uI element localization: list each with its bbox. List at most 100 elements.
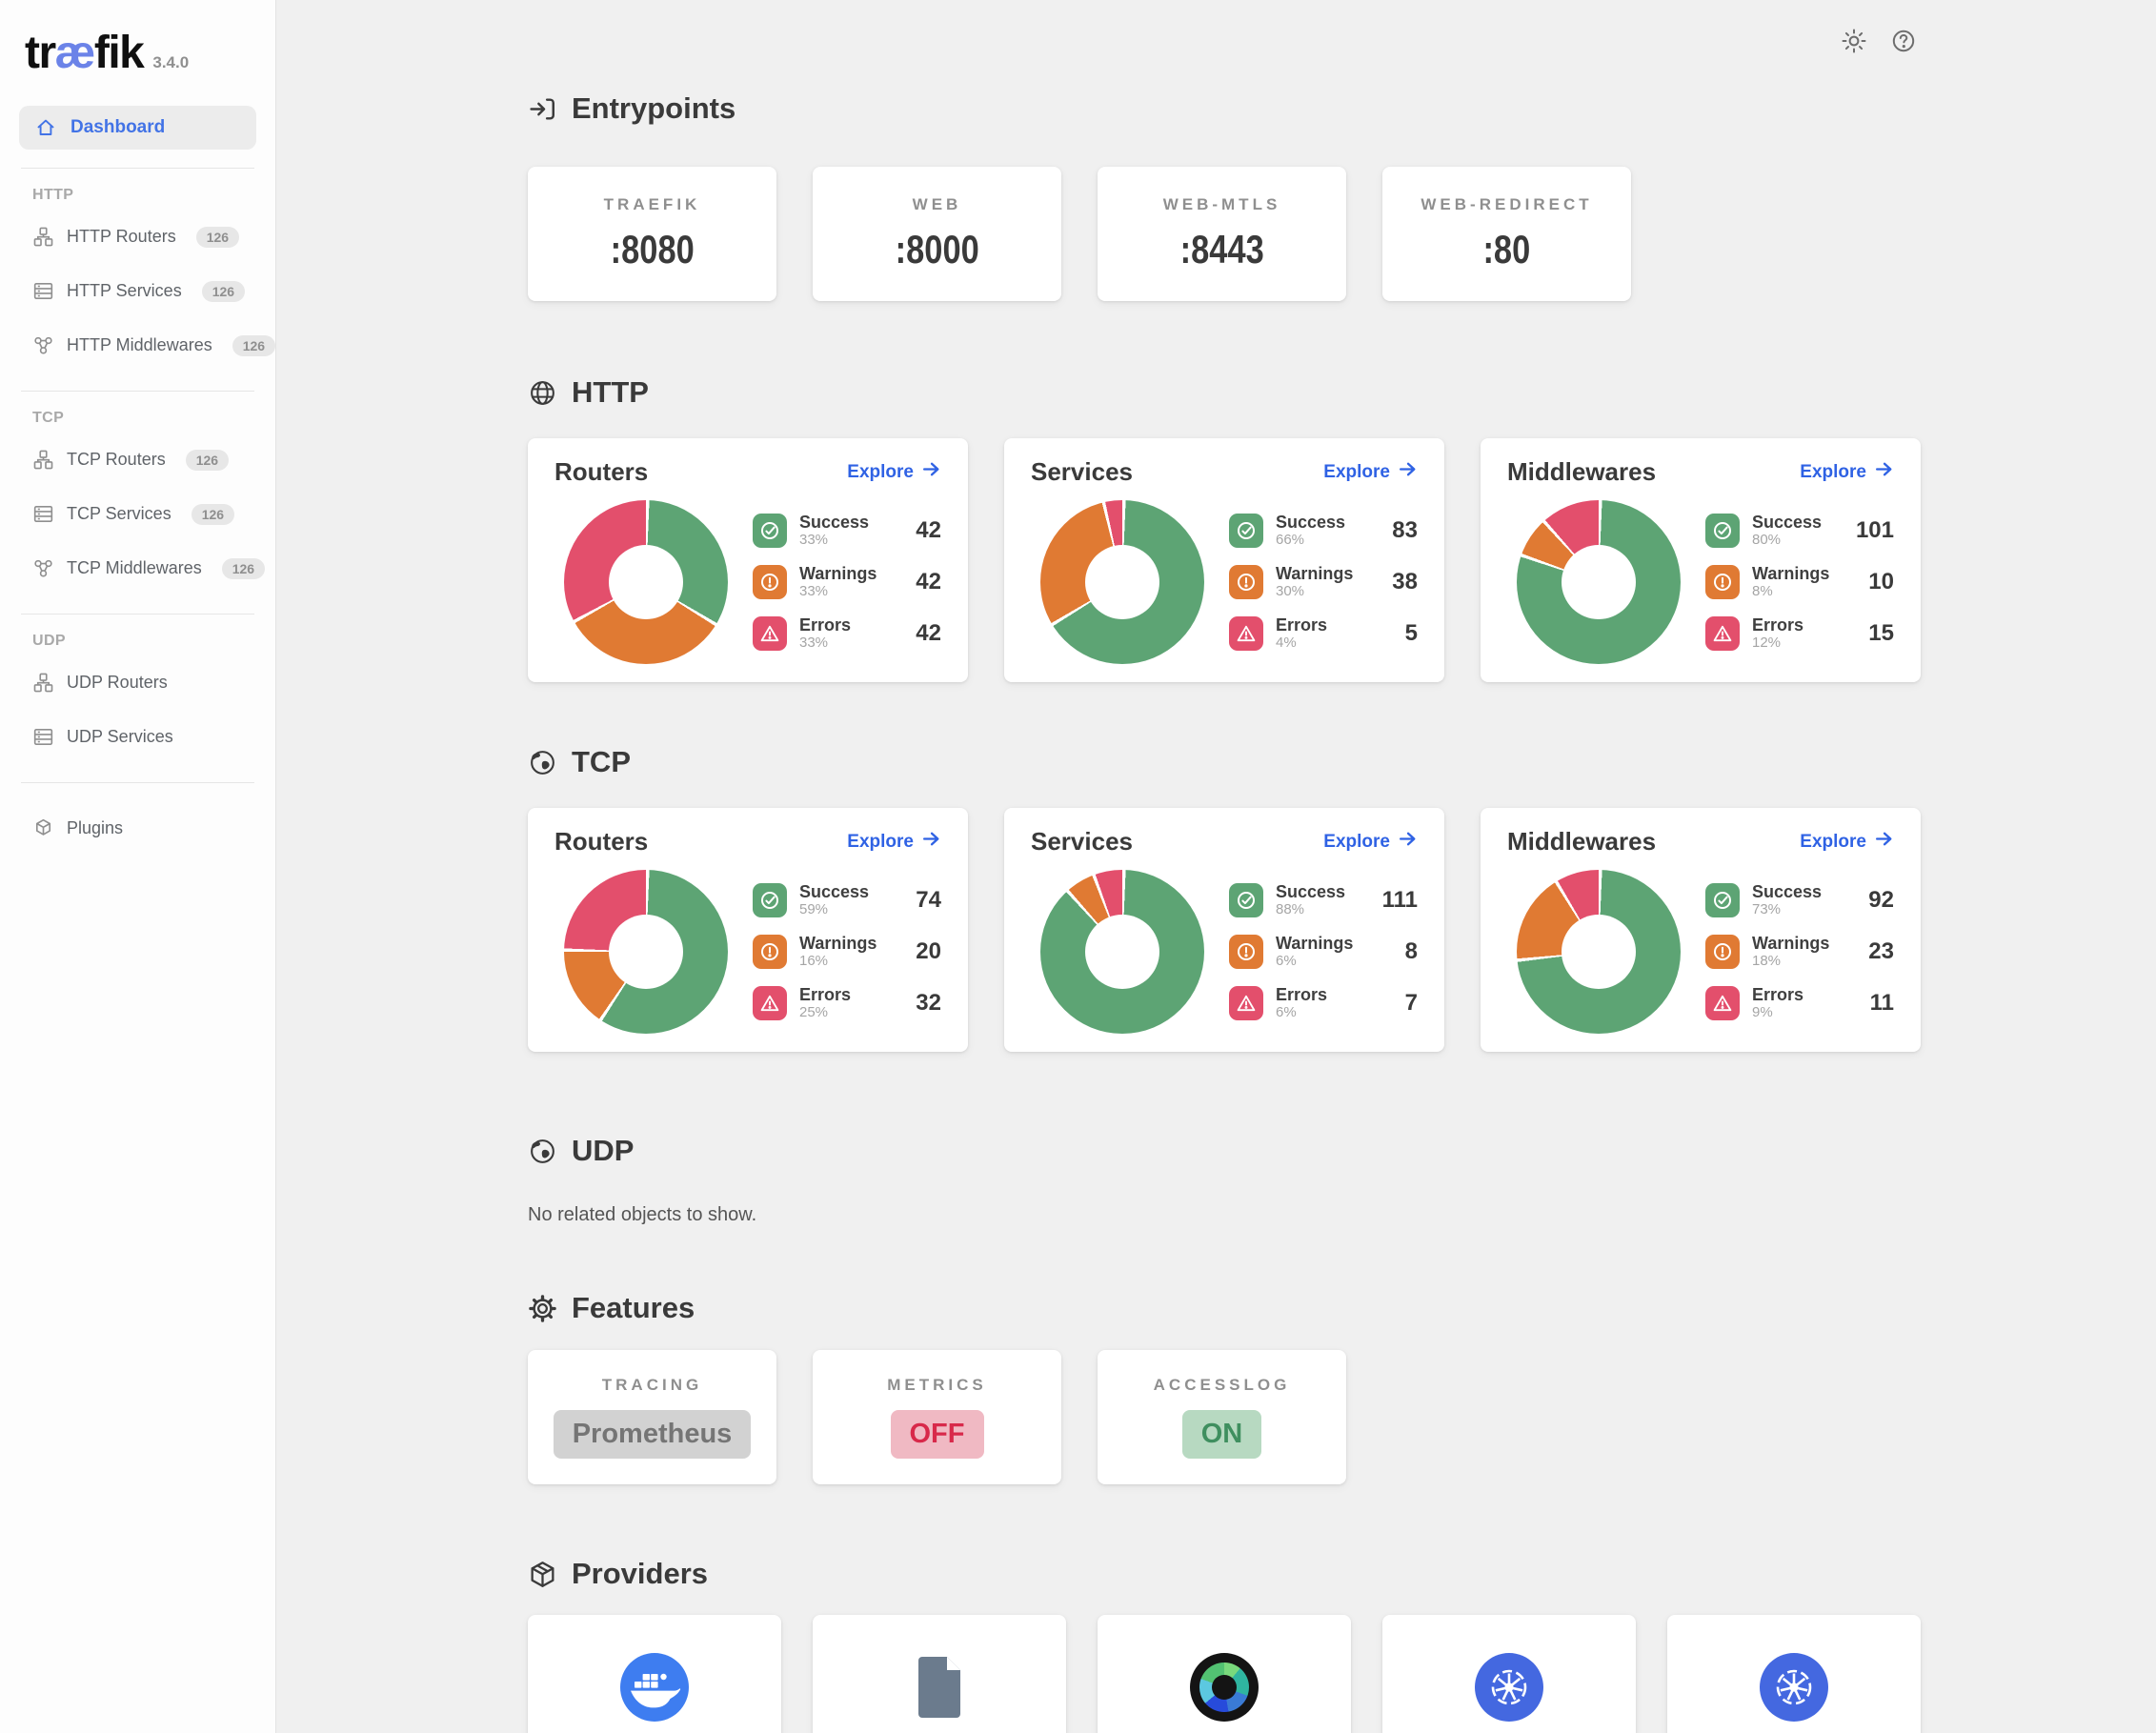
- main-content: Entrypoints TRAEFIK :8080 WEB :8000 WEB-…: [276, 0, 2156, 1733]
- services-icon: [32, 280, 54, 302]
- docker-logo: [620, 1653, 689, 1722]
- provider-card-kubernetescrd: KubernetesCRD: [1667, 1615, 1921, 1733]
- legend-success: Success 59% 74: [753, 882, 941, 917]
- legend-warnings: Warnings 16% 20: [753, 934, 941, 969]
- count-badge: 126: [191, 503, 235, 525]
- legend-value: 7: [1404, 990, 1418, 1016]
- earth-icon: [528, 748, 557, 777]
- app-version: 3.4.0: [152, 53, 190, 71]
- entrypoint-card-traefik: TRAEFIK :8080: [528, 167, 776, 301]
- sidebar-item-label: Dashboard: [71, 117, 166, 137]
- sidebar-item-http-services[interactable]: HTTP Services 126: [19, 264, 256, 318]
- donut-chart: [1040, 870, 1204, 1034]
- app-logo: træfik 3.4.0: [25, 27, 256, 79]
- entrypoint-card-web-mtls: WEB-MTLS :8443: [1098, 167, 1346, 301]
- sidebar-item-udp-routers[interactable]: UDP Routers: [19, 655, 256, 710]
- legend-value: 111: [1381, 887, 1418, 913]
- arrow-right-icon: [921, 459, 941, 485]
- arrow-right-icon: [921, 829, 941, 855]
- legend-value: 38: [1392, 569, 1418, 594]
- chart-legend: Success 80% 101 Warnings 8% 10 Errors 12% 1…: [1705, 513, 1894, 651]
- provider-card-marathon: Marathon: [1098, 1615, 1351, 1733]
- sidebar-item-tcp-middlewares[interactable]: TCP Middlewares 126: [19, 541, 266, 595]
- sidebar-group-udp: UDP: [32, 633, 66, 649]
- count-badge: 126: [221, 557, 266, 579]
- legend-warnings: Warnings 30% 38: [1229, 564, 1418, 599]
- sidebar-item-dashboard[interactable]: Dashboard: [19, 106, 256, 150]
- legend-warnings: Warnings 18% 23: [1705, 934, 1894, 969]
- feature-card-metrics: METRICS OFF: [813, 1350, 1061, 1484]
- donut-chart: [1517, 500, 1681, 664]
- count-badge: 126: [185, 449, 230, 471]
- donut-chart: [1517, 870, 1681, 1034]
- legend-value: 42: [916, 569, 941, 594]
- sidebar-item-udp-services[interactable]: UDP Services: [19, 710, 256, 764]
- topbar: [1840, 27, 1918, 55]
- file-logo: [905, 1653, 974, 1722]
- tcp-section-title: TCP: [528, 745, 2156, 779]
- error-icon: [753, 986, 787, 1020]
- sidebar-item-tcp-routers[interactable]: TCP Routers 126: [19, 433, 256, 487]
- success-icon: [753, 514, 787, 548]
- entrypoint-port: :8443: [1179, 227, 1264, 272]
- entrypoint-name: TRAEFIK: [603, 195, 701, 213]
- sidebar-item-plugins[interactable]: Plugins: [19, 801, 256, 856]
- legend-value: 5: [1404, 620, 1418, 646]
- features-cards: TRACING Prometheus METRICS OFF ACCESSLOG…: [528, 1350, 2156, 1484]
- entrypoints-section-title: Entrypoints: [528, 91, 2156, 126]
- error-icon: [1705, 616, 1740, 651]
- legend-success: Success 80% 101: [1705, 513, 1894, 548]
- legend-value: 20: [916, 938, 941, 964]
- sidebar-item-label: Plugins: [67, 818, 124, 837]
- feature-name: TRACING: [601, 1376, 703, 1394]
- feature-status-badge: Prometheus: [553, 1410, 752, 1459]
- http-services-card: Services Explore Success 66% 83 Warnings 3…: [1004, 438, 1444, 682]
- divider: [21, 391, 254, 392]
- sidebar-item-http-middlewares[interactable]: HTTP Middlewares 126: [19, 318, 276, 373]
- entrypoint-card-web: WEB :8000: [813, 167, 1061, 301]
- legend-success: Success 88% 111: [1229, 882, 1418, 917]
- arrow-right-icon: [1874, 829, 1894, 855]
- providers-cards: Docker File Marathon KubernetesIngress K: [528, 1615, 2156, 1733]
- explore-link[interactable]: Explore: [1800, 459, 1894, 485]
- error-icon: [1229, 616, 1263, 651]
- explore-link[interactable]: Explore: [847, 459, 941, 485]
- legend-success: Success 66% 83: [1229, 513, 1418, 548]
- sidebar-group-http: HTTP: [32, 187, 74, 203]
- success-icon: [1705, 883, 1740, 917]
- legend-value: 101: [1855, 517, 1894, 543]
- legend-warnings: Warnings 6% 8: [1229, 934, 1418, 969]
- theme-sun-icon[interactable]: [1840, 27, 1868, 55]
- sidebar-item-label: HTTP Services: [67, 281, 182, 300]
- success-icon: [753, 883, 787, 917]
- error-icon: [1229, 986, 1263, 1020]
- entrypoint-port: :8000: [895, 227, 979, 272]
- card-title: Middlewares: [1507, 457, 1657, 486]
- explore-link[interactable]: Explore: [847, 829, 941, 855]
- explore-link[interactable]: Explore: [1323, 829, 1418, 855]
- legend-value: 83: [1392, 517, 1418, 543]
- help-icon[interactable]: [1889, 27, 1918, 55]
- feature-card-tracing: TRACING Prometheus: [528, 1350, 776, 1484]
- count-badge: 126: [232, 334, 276, 356]
- legend-warnings: Warnings 33% 42: [753, 564, 941, 599]
- sidebar-item-tcp-services[interactable]: TCP Services 126: [19, 487, 256, 541]
- http-routers-card: Routers Explore Success 33% 42 Warnings 33…: [528, 438, 968, 682]
- entrypoints-cards: TRAEFIK :8080 WEB :8000 WEB-MTLS :8443 W…: [528, 167, 2156, 301]
- warning-icon: [753, 935, 787, 969]
- explore-link[interactable]: Explore: [1323, 459, 1418, 485]
- legend-value: 10: [1868, 569, 1894, 594]
- arrow-right-icon: [1398, 829, 1418, 855]
- explore-link[interactable]: Explore: [1800, 829, 1894, 855]
- earth-icon: [528, 1137, 557, 1166]
- legend-errors: Errors 9% 11: [1705, 985, 1894, 1020]
- provider-card-docker: Docker: [528, 1615, 781, 1733]
- middlewares-icon: [32, 557, 54, 579]
- services-icon: [32, 726, 54, 748]
- tcp-services-card: Services Explore Success 88% 111 Warnings…: [1004, 808, 1444, 1052]
- package-icon: [528, 1560, 557, 1589]
- sidebar-item-http-routers[interactable]: HTTP Routers 126: [19, 210, 256, 264]
- donut-chart: [564, 500, 728, 664]
- legend-errors: Errors 33% 42: [753, 615, 941, 651]
- sidebar-item-label: TCP Services: [67, 504, 171, 523]
